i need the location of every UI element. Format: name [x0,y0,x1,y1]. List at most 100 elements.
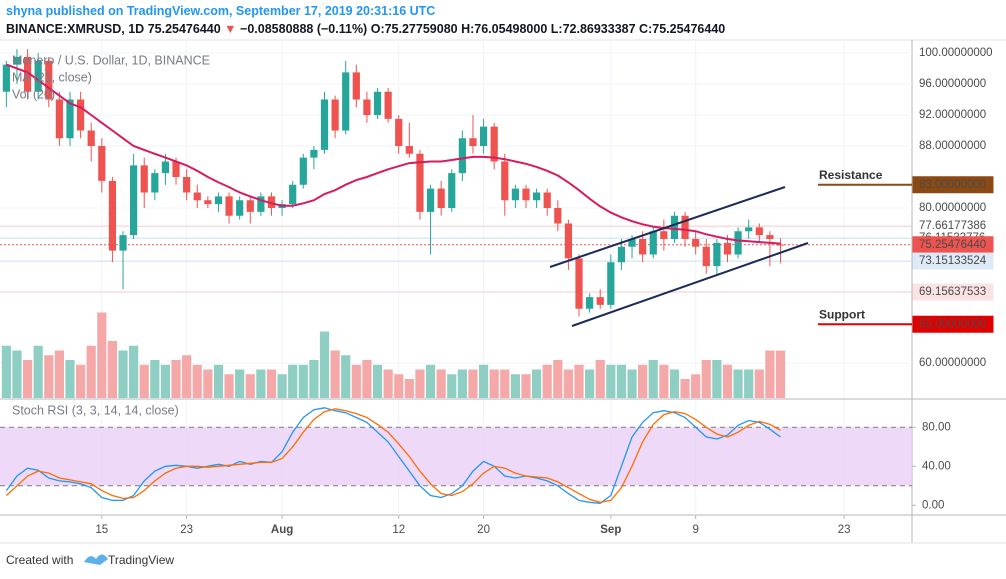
y-tick-label: 80.00000000 [919,202,986,214]
volume-bar [542,364,552,398]
volume-bar [86,345,96,398]
publisher: shyna published on TradingView.com, Sept… [6,4,435,18]
candle-body [299,157,307,185]
x-tick-label: 15 [95,524,108,536]
volume-bar [33,345,43,398]
price-label: 73.15133524 [919,255,987,267]
y-tick-label: 92.00000000 [919,109,986,121]
candle-body [214,196,223,205]
candle-body [87,130,95,147]
candle-body [289,184,297,205]
volume-bar [521,374,531,398]
candle-body [405,146,413,154]
volume-bar [489,369,499,398]
rsi-title: Stoch RSI (3, 3, 14, 14, close) [12,403,179,417]
candle-body [257,196,265,212]
candle-body [554,207,562,224]
volume-bar [701,360,711,398]
annotation-label: Resistance [819,168,883,182]
y-tick-label: 0.00 [922,499,944,511]
volume-bar [298,364,308,398]
candle-body [639,238,647,255]
volume-bar [574,364,584,398]
candle-body [45,60,53,100]
candle-body [352,72,360,100]
rsi-line [5,407,781,504]
volume-bar [404,379,414,398]
volume-bar [394,374,404,398]
candle-body [267,196,276,208]
x-tick-label: 23 [838,524,851,536]
candle-body [734,231,742,255]
volume-bar [616,364,627,398]
volume-bar [97,312,107,398]
volume-bar [171,360,181,398]
volume-bar [775,350,786,398]
candle-body [98,146,106,181]
x-tick-label: 20 [477,524,490,536]
candle-body [373,91,382,116]
candle-body [469,138,477,147]
symbol: BINANCE:XMRUSD, 1D [6,22,144,36]
y-tick-label: 88.00000000 [919,140,986,152]
candle-body [384,91,392,119]
volume-bar [765,350,775,398]
candle-body [575,258,583,309]
volume-bar [680,379,690,398]
change-arrow: ▼ [224,22,236,36]
volume-bar [182,355,192,398]
candle-body [490,126,498,162]
volume-bar [224,374,234,398]
rsi-line [5,408,781,503]
candle-body [532,192,541,201]
candle-body [670,215,679,239]
price-label-box [912,252,994,270]
candle-body [320,99,329,150]
candle-body [140,165,148,193]
candle-body [66,99,74,139]
volume-bar [107,341,118,398]
volume-bar [118,350,128,398]
candle-body [755,227,763,236]
volume-bar [478,364,489,398]
volume-bar [531,369,542,398]
candle-body [660,231,668,239]
candle-body [23,56,32,92]
volume-bar [500,369,510,398]
volume-bar [54,350,64,398]
candle-body [511,188,519,201]
volume-bar [659,364,669,398]
volume-bar [235,369,245,398]
candle-body [702,246,710,267]
volume-bar [256,369,266,398]
volume-bar [288,364,298,398]
volume-bar [712,360,722,398]
high: H:76.05498000 [461,22,547,36]
candle-body [776,244,785,246]
volume-bar [65,360,75,398]
price-label: 83.00000000 [919,179,986,191]
x-tick-label: 9 [692,524,698,536]
candle-body [543,192,551,208]
volume-bar [150,360,160,398]
candle-body [596,297,604,305]
volume-bar [75,364,86,398]
volume-bar [510,374,520,398]
volume-bar [457,369,467,398]
candle-body [331,99,339,131]
volume-bar [383,369,393,398]
price-label-box [912,283,994,301]
candle-body [2,64,10,92]
volume-bar [744,369,754,398]
candle-body [193,192,201,201]
volume-bar [754,369,764,398]
channel-lines [549,186,809,327]
volume-bar [44,355,54,398]
volume-bar [203,369,213,398]
volume-bar [415,369,425,398]
volume-bar [606,364,616,398]
candle-body [723,242,732,255]
volume-bar [447,374,457,398]
candle-body [130,165,138,236]
candle-body [713,242,721,267]
